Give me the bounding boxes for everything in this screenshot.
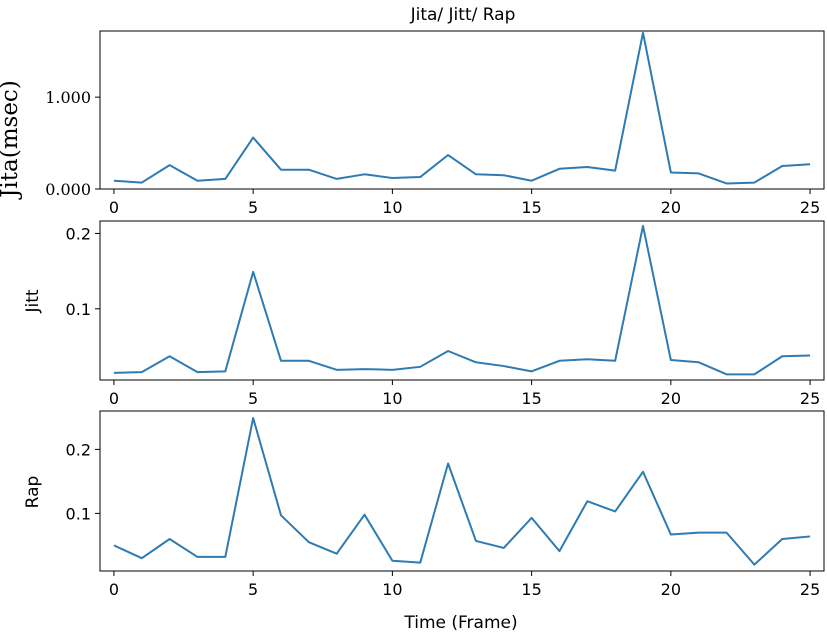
x-tick-label: 10	[382, 198, 402, 217]
series-line-3	[113, 417, 811, 566]
y-tick-label: 0.000	[45, 180, 91, 199]
y-tick-label: 0.1	[66, 504, 91, 523]
subplot-2: 0 5 10 15 20 25 0.1 0.2 Jitt	[23, 220, 825, 408]
x-tick-label: 0	[109, 580, 119, 599]
y-axis-label: Jita(msec)	[0, 80, 23, 200]
series-line-1	[113, 31, 811, 185]
subplot-stack: 0 5 10 15 20 25 0.000 1.000 Jita(msec) 0 5 10 15 20 25…	[0, 30, 825, 599]
x-tick-label: 20	[661, 198, 681, 217]
x-tick-label: 15	[521, 580, 541, 599]
x-axis-label: Time (Frame)	[403, 613, 517, 633]
y-axis-label: Rap	[23, 476, 43, 509]
x-tick-label: 20	[661, 580, 681, 599]
x-tick-label: 5	[248, 580, 258, 599]
x-tick-label: 10	[382, 389, 402, 408]
series-line-2	[113, 224, 811, 376]
x-tick-label: 5	[248, 389, 258, 408]
y-tick-label: 0.2	[66, 440, 91, 459]
subplot-1: 0 5 10 15 20 25 0.000 1.000 Jita(msec)	[0, 30, 825, 217]
x-tick-label: 0	[109, 389, 119, 408]
y-tick-label: 0.1	[66, 300, 91, 319]
x-tick-label: 25	[800, 389, 820, 408]
chart-title: Jita/ Jitt/ Rap	[410, 5, 516, 25]
subplot-3: 0 5 10 15 20 25 0.1 0.2 Rap	[23, 410, 825, 599]
x-tick-label: 10	[382, 580, 402, 599]
plot-frame	[99, 220, 825, 381]
x-tick-label: 20	[661, 389, 681, 408]
x-tick-label: 25	[800, 580, 820, 599]
plot-frame	[99, 410, 825, 572]
x-tick-label: 15	[521, 389, 541, 408]
y-tick-label: 1.000	[45, 88, 91, 107]
plot-frame	[99, 30, 825, 190]
x-tick-label: 5	[248, 198, 258, 217]
y-tick-label: 0.2	[66, 224, 91, 243]
x-tick-label: 0	[109, 198, 119, 217]
y-axis-label: Jitt	[23, 289, 43, 313]
x-tick-label: 15	[521, 198, 541, 217]
x-tick-label: 25	[800, 198, 820, 217]
